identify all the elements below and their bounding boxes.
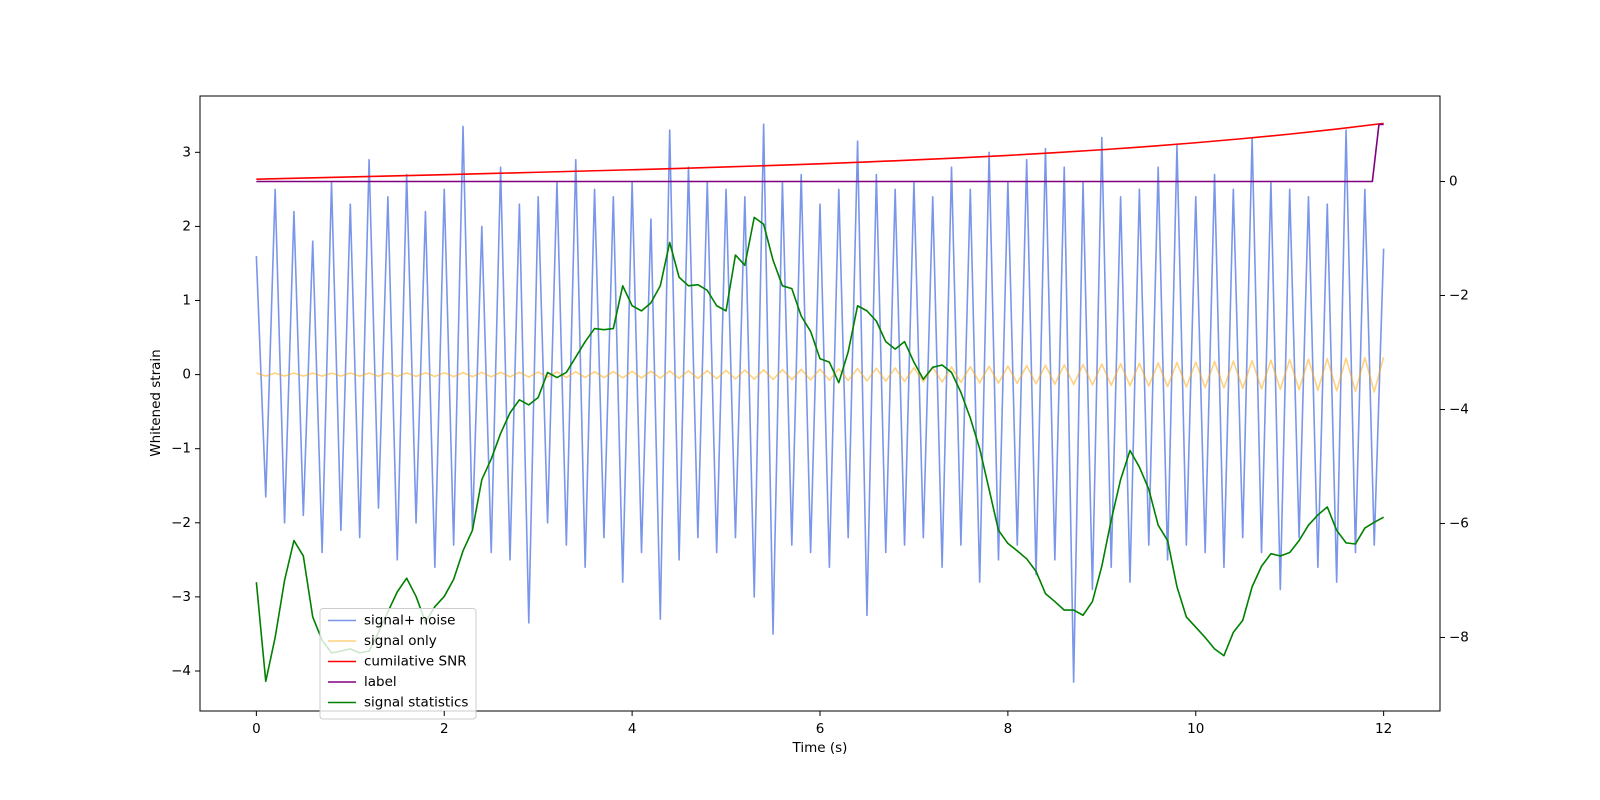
series-line: [256, 123, 1384, 183]
series-line: [255, 216, 1385, 683]
series-line: [256, 122, 1384, 181]
x-tick-label: 0: [252, 721, 261, 737]
series-line: [255, 123, 1385, 683]
legend-label: signal only: [364, 633, 437, 649]
y2-tick-label: −8: [1449, 629, 1469, 645]
x-tick-label: 10: [1187, 721, 1204, 737]
series-line: [256, 356, 1385, 393]
y-tick-label: 2: [182, 218, 191, 234]
legend-label: label: [364, 674, 397, 690]
legend-box: [319, 608, 477, 720]
x-tick-label: 6: [816, 721, 825, 737]
x-axis-label: Time (s): [792, 740, 848, 756]
y-tick-label: 3: [182, 144, 191, 160]
y-tick-label: 1: [182, 293, 191, 309]
y-axis-label: Whitened strain: [148, 349, 164, 456]
legend: signal+ noise signal only cumilative SNR la…: [319, 608, 477, 720]
legend-label: cumilative SNR: [364, 654, 467, 670]
x-tick-label: 8: [1004, 721, 1013, 737]
y-tick-label: −3: [171, 589, 191, 605]
y-tick-label: 0: [182, 367, 191, 383]
x-tick-label: 4: [628, 721, 637, 737]
y2-tick-label: −2: [1449, 287, 1469, 303]
y2-tick-label: −4: [1449, 401, 1469, 417]
y2-tick-label: −6: [1449, 515, 1469, 531]
y-tick-label: −4: [171, 663, 191, 679]
x-tick-label: 12: [1375, 721, 1392, 737]
y-tick-label: −2: [171, 515, 191, 531]
y-tick-label: −1: [171, 441, 191, 457]
x-tick-label: 2: [440, 721, 449, 737]
legend-label: signal statistics: [364, 695, 468, 711]
y2-tick-label: 0: [1449, 173, 1458, 189]
legend-label: signal+ noise: [364, 613, 455, 629]
plot-area: [255, 122, 1385, 683]
